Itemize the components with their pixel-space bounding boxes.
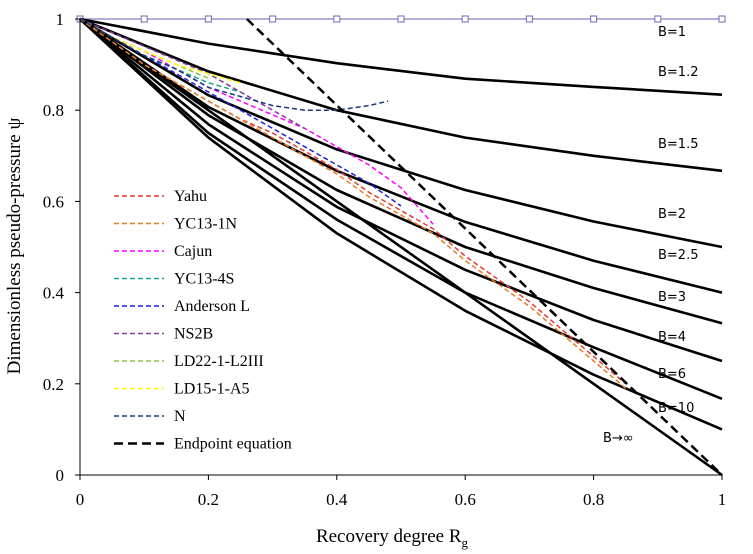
x-tick-label: 0: [76, 490, 85, 509]
y-tick-label: 0.6: [43, 192, 64, 211]
type-curve-b-1-2: [79, 17, 723, 96]
legend-label-yahu: Yahu: [174, 188, 207, 205]
type-curve-b-1-marker: [397, 15, 405, 23]
series-anderson-l: [79, 18, 402, 207]
type-curve-b-2: [79, 17, 723, 249]
legend-label-anderson-l: Anderson L: [174, 298, 250, 315]
legend-label-yc13-4s: YC13-4S: [174, 271, 234, 288]
type-curve-b-1-5: [79, 17, 723, 173]
curve-label-b-1: B=1: [658, 25, 686, 40]
curve-labels-group: B=1 B=1.2 B=1.5 B=2 B=2.5 B=3 B=4 B=6 B=10 B→∞: [603, 25, 699, 446]
type-curve-b-3: [79, 17, 723, 325]
type-curve-b-4: [79, 17, 723, 363]
legend-label-ns2b: NS2B: [174, 326, 213, 343]
x-axis-title: Recovery degree Rg: [316, 526, 469, 550]
curve-label-b-2-5: B=2.5: [658, 248, 699, 263]
tick-labels-group: 0 0.2 0.4 0.6 0.8 1 0 0.2 0.4 0.6 0.8 1: [43, 10, 727, 509]
curve-label-b-1-5: B=1.5: [658, 137, 699, 152]
legend-label-ld15-1-a5: LD15-1-A5: [174, 381, 250, 398]
legend-label-yc13-1n: YC13-1N: [174, 216, 238, 233]
axes-group: [79, 19, 722, 476]
type-curve-b-1-marker: [654, 15, 662, 23]
curve-label-b-4: B=4: [658, 330, 686, 345]
legend-label-n: N: [174, 408, 186, 425]
type-curve-b-1-marker: [718, 15, 726, 23]
field-data-group: [79, 18, 723, 476]
legend-label-endpoint-equation: Endpoint equation: [174, 436, 292, 453]
x-tick-label: 0.6: [455, 490, 476, 509]
curve-label-b-10: B=10: [658, 401, 694, 416]
y-axis-title: Dimensionless pseudo-pressure ψ: [4, 118, 25, 375]
series-ld15-1-a5: [79, 18, 241, 84]
type-curve-b: [79, 17, 723, 477]
curve-label-b-3: B=3: [658, 290, 686, 305]
type-curve-b-1-marker: [333, 15, 341, 23]
x-tick-label: 0.4: [326, 490, 348, 509]
x-tick-label: 1: [718, 490, 727, 509]
curve-label-b-2: B=2: [658, 207, 686, 222]
type-curves-group: [76, 15, 726, 477]
series-ns2b: [79, 18, 306, 130]
type-curve-b-1-marker: [525, 15, 534, 23]
type-curve-b-10: [79, 18, 723, 431]
series-yahu: [79, 18, 627, 385]
curve-label-b: B→∞: [603, 431, 634, 446]
legend-label-cajun: Cajun: [174, 243, 212, 260]
type-curve-b-1-marker: [461, 15, 469, 23]
y-tick-label: 0: [56, 466, 65, 485]
type-curve-b-6: [79, 18, 723, 401]
y-tick-label: 0.4: [43, 284, 65, 303]
type-curve-b-1-marker: [269, 15, 277, 23]
y-tick-label: 0.2: [43, 375, 64, 394]
y-tick-label: 1: [56, 10, 65, 29]
type-curve-b-2-5: [79, 17, 723, 294]
series-n: [79, 18, 389, 111]
curve-label-b-6: B=6: [658, 367, 686, 382]
type-curve-b-1-marker: [140, 15, 148, 23]
legend: Yahu YC13-1N Cajun YC13-4S Anderson L NS2B LD2…: [114, 188, 292, 453]
x-tick-label: 0.8: [583, 490, 604, 509]
x-tick-label: 0.2: [198, 490, 219, 509]
y-tick-label: 0.8: [43, 101, 64, 120]
series-endpoint-equation: [246, 18, 723, 476]
curve-label-b-1-2: B=1.2: [658, 65, 699, 80]
type-curve-b-1-marker: [204, 15, 212, 23]
series-yc13-1n: [79, 18, 627, 389]
type-curve-b-1-marker: [589, 15, 598, 23]
legend-label-ld22-1-l2iii: LD22-1-L2III: [174, 353, 264, 370]
